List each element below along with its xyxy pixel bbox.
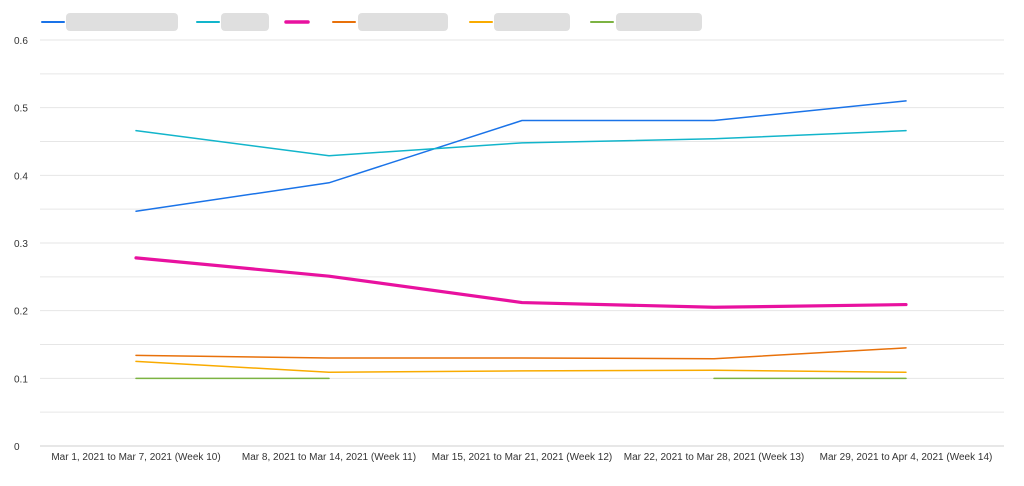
- y-tick-label: 0.2: [14, 307, 28, 318]
- plot-area: [134, 100, 908, 380]
- x-tick-label: Mar 29, 2021 to Apr 4, 2021 (Week 14): [820, 452, 993, 463]
- y-tick-label: 0: [14, 442, 20, 453]
- y-tick-label: 0.1: [14, 374, 28, 385]
- series-3: [134, 256, 908, 309]
- legend-item[interactable]: [469, 13, 570, 31]
- series-5: [135, 360, 907, 373]
- legend-label-obscured: [494, 13, 570, 31]
- y-tick-label: 0.6: [14, 36, 28, 47]
- series-line: [135, 100, 907, 212]
- legend-label-obscured: [66, 13, 178, 31]
- series-line: [135, 360, 907, 373]
- legend-label-obscured: [616, 13, 702, 31]
- x-tick-label: Mar 1, 2021 to Mar 7, 2021 (Week 10): [51, 452, 220, 463]
- series-line: [134, 256, 908, 309]
- y-tick-label: 0.5: [14, 104, 28, 115]
- series-2: [135, 129, 907, 157]
- legend-item[interactable]: [196, 13, 269, 31]
- series-4: [135, 347, 907, 360]
- x-axis: Mar 1, 2021 to Mar 7, 2021 (Week 10) Mar …: [51, 452, 992, 463]
- legend-label-obscured: [358, 13, 448, 31]
- series-line: [135, 347, 907, 360]
- y-tick-label: 0.4: [14, 171, 28, 182]
- x-tick-label: Mar 15, 2021 to Mar 21, 2021 (Week 12): [432, 452, 612, 463]
- x-tick-label: Mar 22, 2021 to Mar 28, 2021 (Week 13): [624, 452, 804, 463]
- series-line: [135, 129, 907, 157]
- series-1: [135, 100, 907, 212]
- y-axis: 0 0.1 0.2 0.3 0.4 0.5 0.6: [14, 36, 28, 453]
- legend-item[interactable]: [41, 13, 178, 31]
- y-tick-label: 0.3: [14, 239, 28, 250]
- legend: [41, 13, 702, 31]
- legend-label-obscured: [221, 13, 269, 31]
- legend-item[interactable]: [332, 13, 448, 31]
- legend-item[interactable]: [590, 13, 702, 31]
- gridlines: [40, 39, 1004, 447]
- x-tick-label: Mar 8, 2021 to Mar 14, 2021 (Week 11): [242, 452, 416, 463]
